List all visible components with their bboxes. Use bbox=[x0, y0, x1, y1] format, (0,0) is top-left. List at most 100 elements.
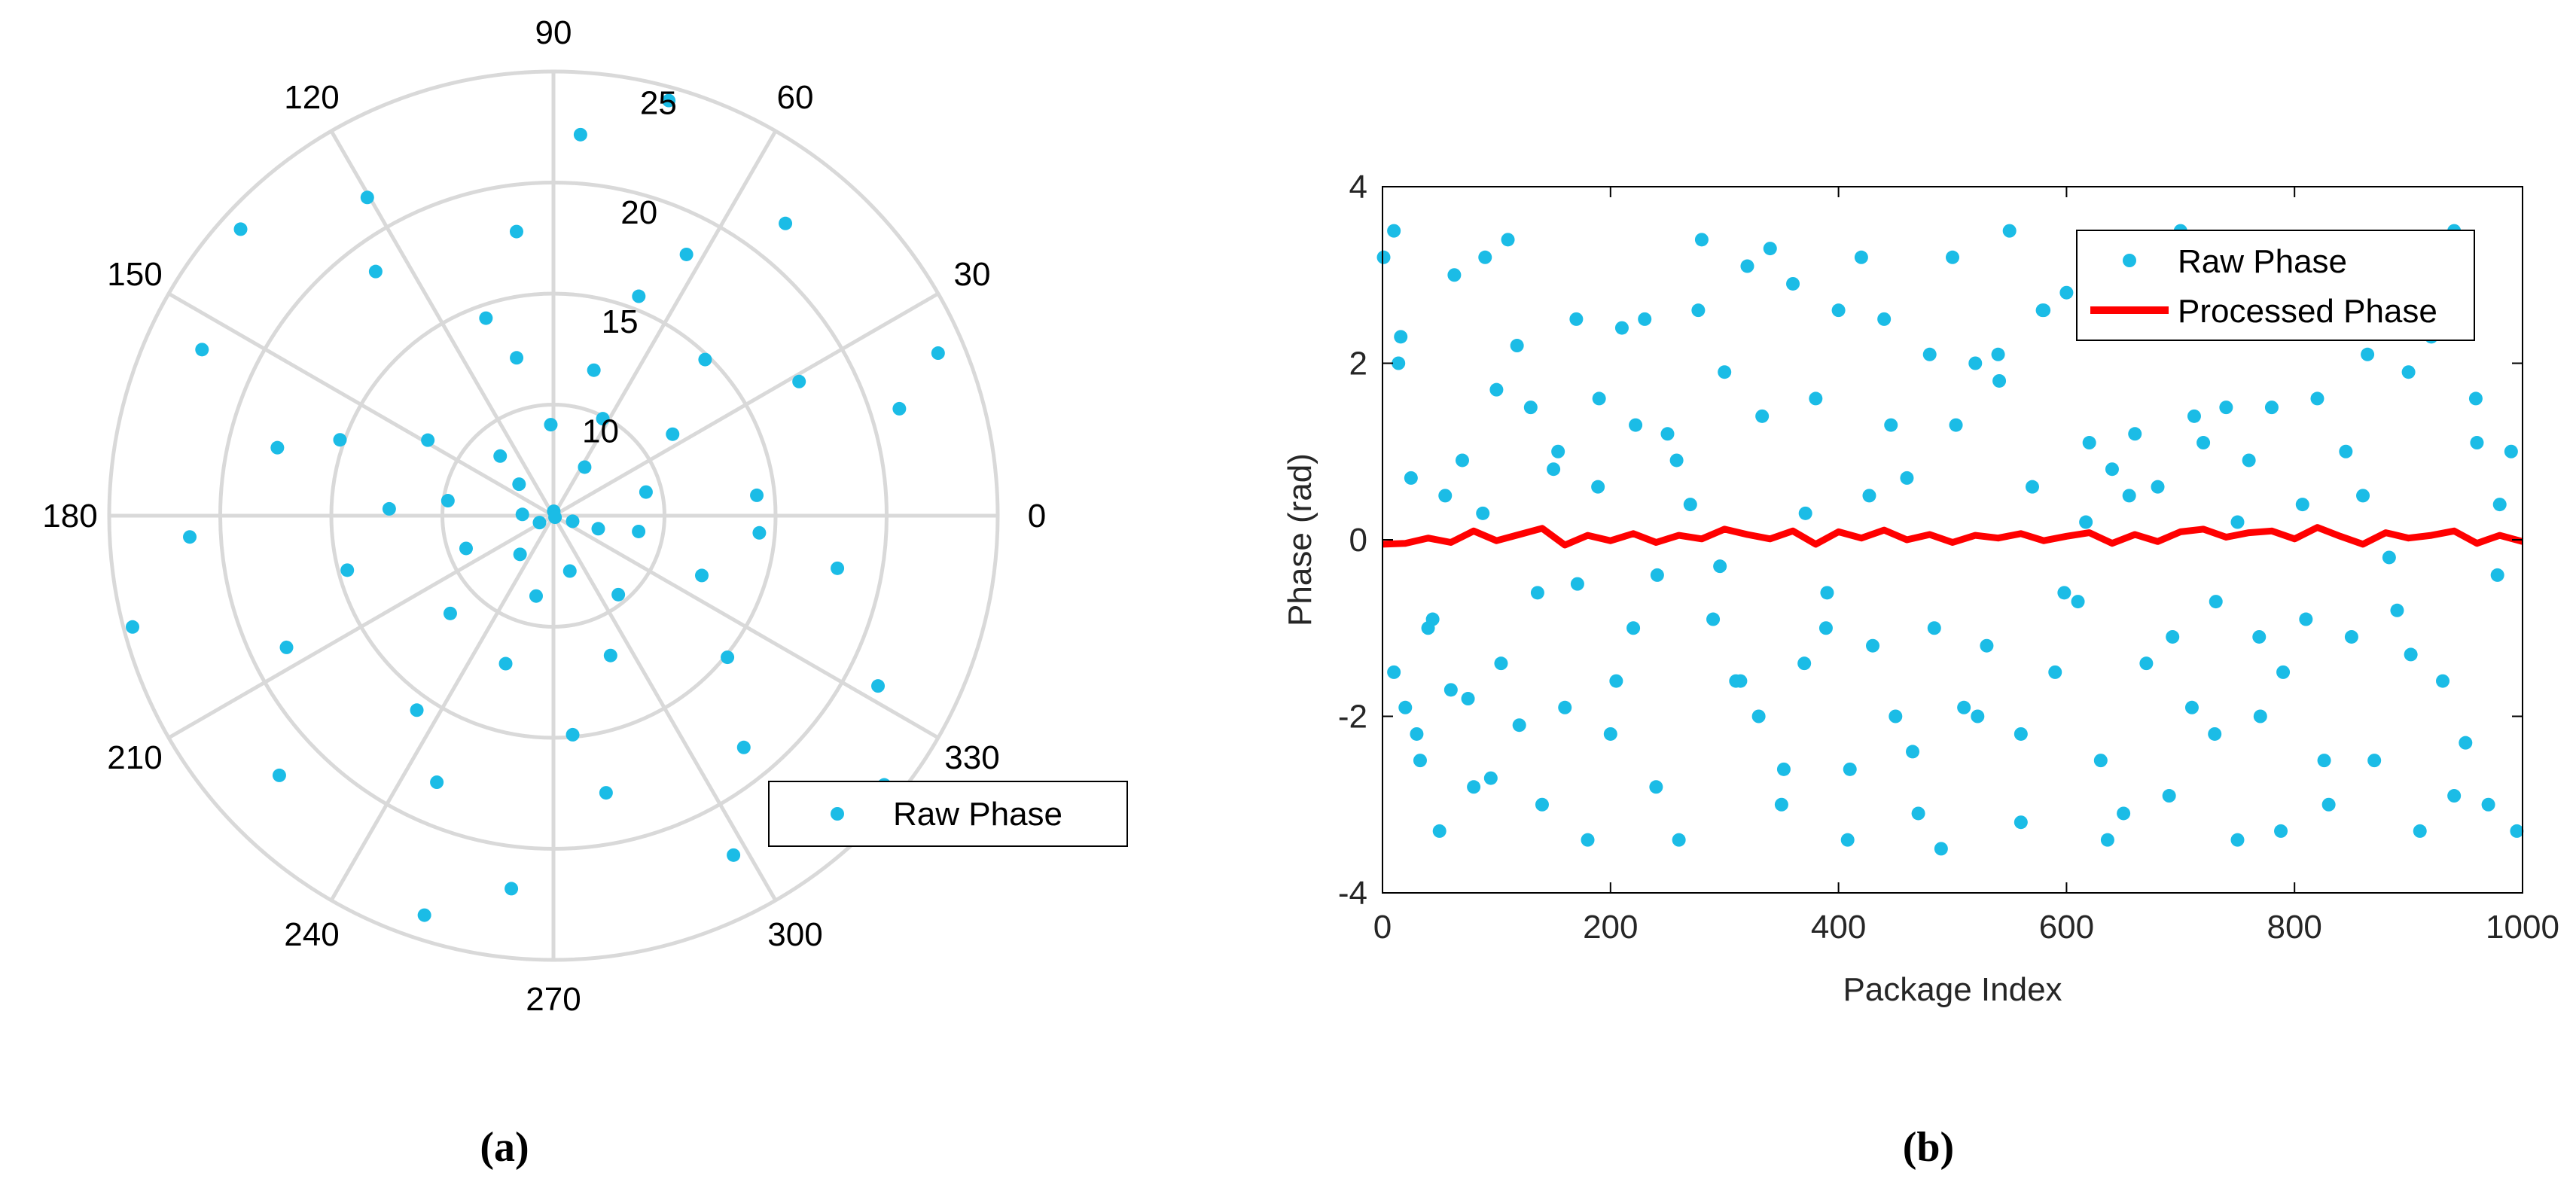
raw-phase-point bbox=[1922, 347, 1937, 361]
polar-angle-label: 210 bbox=[107, 739, 162, 776]
cartesian-legend-box bbox=[2076, 230, 2475, 341]
raw-phase-point bbox=[1957, 700, 1971, 714]
raw-phase-point bbox=[2079, 515, 2093, 529]
polar-raw-phase-point bbox=[513, 547, 527, 562]
raw-phase-point bbox=[1461, 692, 1475, 706]
raw-phase-point bbox=[1946, 250, 1959, 264]
polar-raw-phase-point bbox=[509, 224, 523, 239]
raw-phase-point bbox=[1455, 453, 1469, 468]
polar-raw-phase-point bbox=[727, 848, 741, 862]
legend-marker-raw-phase bbox=[2123, 254, 2136, 267]
raw-phase-point bbox=[2390, 603, 2404, 617]
polar-raw-phase-point bbox=[360, 190, 374, 205]
raw-phase-point bbox=[2356, 489, 2370, 503]
raw-phase-point bbox=[1820, 586, 1834, 600]
raw-phase-point bbox=[1949, 418, 1963, 432]
raw-phase-point bbox=[1669, 453, 1684, 468]
polar-raw-phase-point bbox=[892, 401, 907, 416]
legend-label-processed-phase: Processed Phase bbox=[2178, 293, 2437, 330]
raw-phase-point bbox=[1683, 498, 1697, 512]
y-tick-label: 2 bbox=[1349, 346, 1367, 382]
raw-phase-point bbox=[1774, 797, 1788, 812]
raw-phase-point bbox=[2209, 595, 2223, 609]
polar-angle-label: 300 bbox=[767, 916, 822, 953]
polar-raw-phase-point bbox=[750, 488, 764, 502]
raw-phase-point bbox=[1840, 833, 1855, 847]
polar-grid-spoke bbox=[552, 513, 940, 740]
polar-angle-label: 180 bbox=[42, 498, 97, 535]
polar-raw-phase-point bbox=[510, 351, 524, 365]
raw-phase-point bbox=[1569, 312, 1584, 326]
polar-angle-label: 330 bbox=[944, 739, 999, 776]
polar-raw-phase-point bbox=[125, 620, 139, 634]
raw-phase-point bbox=[1512, 718, 1526, 733]
y-axis-label: Phase (rad) bbox=[1282, 453, 1318, 626]
polar-raw-phase-point bbox=[417, 908, 431, 922]
raw-phase-point bbox=[2321, 797, 2336, 812]
raw-phase-point bbox=[2404, 647, 2418, 662]
polar-raw-phase-point bbox=[587, 363, 601, 377]
raw-phase-point bbox=[1387, 224, 1401, 238]
raw-phase-point bbox=[1478, 250, 1492, 264]
polar-angle-label: 90 bbox=[535, 14, 572, 51]
polar-raw-phase-point bbox=[596, 412, 610, 426]
x-tick-label: 0 bbox=[1373, 909, 1392, 946]
raw-phase-point bbox=[2014, 726, 2028, 741]
raw-phase-point bbox=[1558, 700, 1572, 714]
raw-phase-point bbox=[1413, 754, 1427, 768]
raw-phase-point bbox=[1691, 303, 1706, 318]
raw-phase-point bbox=[2082, 436, 2096, 450]
raw-phase-point bbox=[1638, 312, 1652, 326]
raw-phase-point bbox=[1763, 242, 1777, 256]
raw-phase-point bbox=[1866, 638, 1880, 653]
raw-phase-point bbox=[1884, 418, 1898, 432]
raw-phase-point bbox=[1877, 312, 1892, 326]
raw-phase-point bbox=[1694, 233, 1709, 247]
raw-phase-point bbox=[2057, 586, 2071, 600]
raw-phase-point bbox=[2035, 303, 2050, 318]
raw-phase-point bbox=[1489, 382, 1504, 397]
raw-phase-point bbox=[1570, 577, 1584, 591]
raw-phase-point bbox=[1786, 276, 1800, 291]
polar-angle-tick-labels: 0 30 60 90 120 150 180 210 240 270 300 330 bbox=[42, 14, 1046, 1018]
raw-phase-point bbox=[1831, 303, 1846, 318]
raw-phase-point bbox=[2105, 462, 2119, 477]
polar-raw-phase-point bbox=[792, 374, 806, 388]
cartesian-legend: Raw Phase Processed Phase bbox=[2076, 230, 2475, 341]
raw-phase-point bbox=[1483, 771, 1498, 785]
raw-phase-point bbox=[1991, 347, 2005, 361]
raw-phase-point bbox=[2048, 665, 2062, 679]
raw-phase-point bbox=[1425, 612, 1440, 626]
raw-phase-point bbox=[2208, 726, 2222, 741]
raw-phase-point bbox=[1467, 780, 1481, 794]
polar-radial-label: 10 bbox=[582, 413, 619, 449]
raw-phase-point bbox=[2252, 629, 2267, 644]
raw-phase-point bbox=[1809, 391, 1823, 406]
polar-raw-phase-point bbox=[611, 587, 626, 602]
y-tick-labels: -4 -2 0 2 4 bbox=[1338, 169, 1367, 912]
raw-phase-point bbox=[2139, 656, 2154, 671]
raw-phase-point bbox=[2025, 480, 2039, 494]
polar-raw-phase-point bbox=[562, 564, 577, 578]
raw-phase-point bbox=[2219, 401, 2233, 415]
polar-raw-phase-point bbox=[459, 541, 473, 556]
polar-raw-phase-point bbox=[694, 568, 709, 583]
raw-phase-point bbox=[2100, 833, 2114, 847]
raw-phase-point bbox=[2481, 797, 2495, 812]
x-tick-label: 600 bbox=[2039, 909, 2094, 946]
polar-raw-phase-point bbox=[698, 352, 712, 367]
polar-radial-label: 20 bbox=[620, 194, 657, 231]
polar-raw-phase-point bbox=[603, 648, 617, 663]
polar-legend-box bbox=[768, 781, 1128, 847]
raw-phase-point bbox=[2184, 700, 2199, 714]
polar-raw-phase-point bbox=[410, 703, 424, 717]
raw-phase-point bbox=[2295, 498, 2309, 512]
polar-grid-spoke bbox=[167, 513, 555, 740]
raw-phase-point bbox=[1650, 568, 1664, 582]
polar-angle-label: 60 bbox=[777, 79, 814, 116]
x-tick-labels: 0 200 400 600 800 1000 bbox=[1373, 909, 2559, 946]
raw-phase-point bbox=[1476, 506, 1490, 520]
polar-raw-phase-point bbox=[666, 427, 680, 441]
